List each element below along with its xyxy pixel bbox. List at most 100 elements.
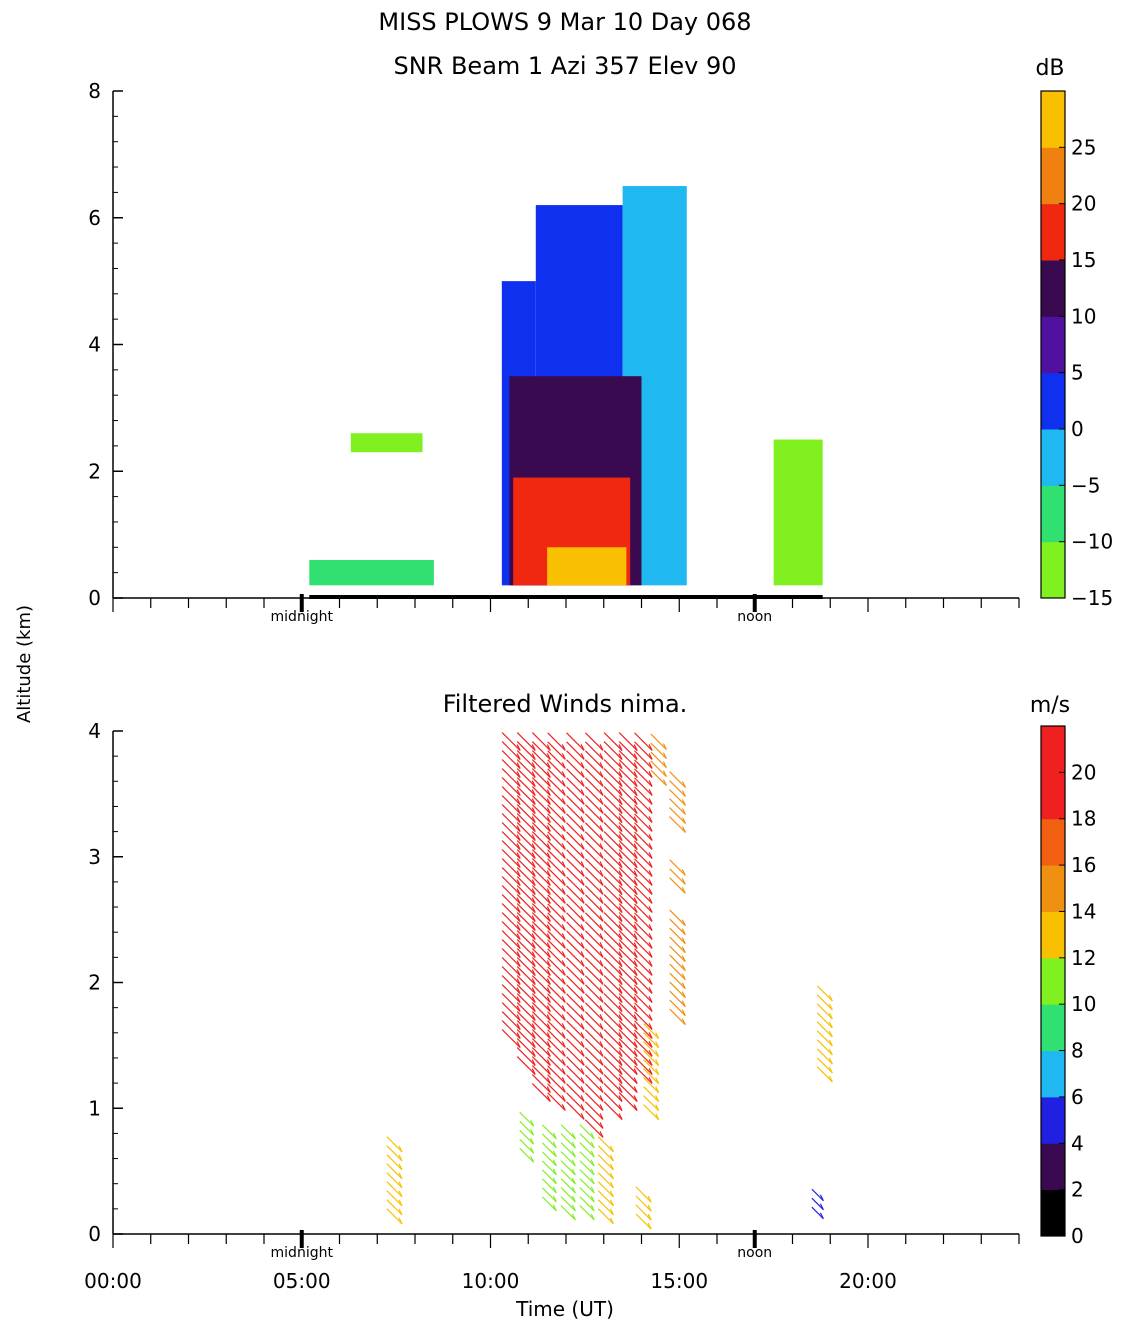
wind-barb-flag [599, 906, 604, 913]
wind-barb [501, 768, 521, 787]
wind-barb [634, 948, 653, 967]
wind-barb-flag [681, 887, 686, 894]
wind-barb [603, 768, 623, 787]
wind-barb [650, 769, 667, 787]
wind-barb-flag [609, 1145, 614, 1153]
wind-barb-flag [599, 996, 604, 1003]
wind-barb-flag [648, 1014, 653, 1021]
wind-barb [531, 840, 551, 859]
wind-barb-flag [580, 744, 585, 751]
wind-marker-noon [752, 1230, 757, 1248]
snr-colorbar-segment [1041, 203, 1065, 261]
wind-barb-flag [546, 744, 551, 751]
wind-barb-flag [828, 1075, 833, 1083]
wind-barb [547, 804, 566, 823]
wind-barb-flag [599, 978, 604, 985]
wind-barb [603, 1047, 623, 1066]
wind-barb [531, 1065, 551, 1084]
wind-barb [566, 903, 585, 922]
wind-barb [531, 1002, 551, 1021]
wind-barb-flag [516, 744, 521, 751]
wind-barb-flag [561, 1086, 566, 1093]
wind-barb-flag [599, 1086, 604, 1093]
wind-barb-flag [580, 996, 585, 1003]
wind-barb [547, 921, 566, 940]
snr-y-tick-label: 4 [88, 333, 101, 357]
wind-barb-flag [648, 780, 653, 787]
wind-barb [816, 985, 833, 1002]
wind-barb-flag [580, 780, 585, 787]
snr-marker-label: noon [737, 609, 772, 625]
wind-barb [501, 732, 521, 751]
wind-barb-flag [531, 915, 536, 922]
wind-barb-flag [531, 762, 536, 769]
wind-barb [519, 1120, 535, 1136]
wind-barb-flag [819, 1212, 824, 1220]
wind-barb [603, 1020, 623, 1039]
wind-barb [516, 732, 536, 751]
wind-barb [547, 894, 566, 913]
wind-barb [618, 759, 638, 778]
wind-barb-flag [828, 1030, 833, 1038]
wind-barb [547, 1011, 566, 1030]
wind-barb-flag [561, 753, 566, 760]
wind-barb [618, 1020, 638, 1039]
wind-barb-flag [590, 1213, 595, 1221]
wind-barb-flag [546, 870, 551, 877]
wind-barb-flag [828, 1021, 833, 1029]
wind-barb-flag [561, 798, 566, 805]
wind-barb [585, 1110, 604, 1129]
x-tick-label: 10:00 [462, 1269, 520, 1293]
wind-barb-flag [530, 1146, 535, 1154]
wind-barb [816, 1012, 833, 1029]
wind-barb [816, 1021, 833, 1038]
wind-barb-flag [618, 951, 623, 958]
wind-barb [531, 831, 551, 850]
wind-barb [634, 750, 653, 769]
wind-barb-flag [662, 752, 667, 759]
wind-barb [669, 936, 686, 954]
wind-barb [531, 813, 551, 832]
wind-barb [669, 771, 686, 788]
wind-barb-flag [647, 1195, 652, 1203]
wind-barb-flag [633, 1023, 638, 1030]
wind-barb-flag [516, 780, 521, 787]
wind-barb-flag [546, 1068, 551, 1075]
wind-barb-flag [633, 780, 638, 787]
wind-barb-flag [648, 852, 653, 859]
wind-barb [516, 741, 536, 760]
wind-barb-flag [681, 826, 686, 833]
wind-barb-flag [580, 771, 585, 778]
wind-colorbar-label: 6 [1071, 1085, 1084, 1109]
wind-barb-flag [546, 1023, 551, 1030]
wind-barb [603, 966, 623, 985]
wind-barb-flag [590, 1168, 595, 1176]
wind-barb [531, 966, 551, 985]
wind-barb [650, 760, 667, 778]
wind-barb-flag [531, 1023, 536, 1030]
snr-y-tick-label: 0 [88, 586, 101, 610]
wind-barb [603, 849, 623, 868]
wind-barb [585, 786, 604, 805]
wind-barb-flag [580, 843, 585, 850]
wind-barb [531, 948, 551, 967]
wind-barb [516, 894, 536, 913]
wind-barb-flag [590, 1159, 595, 1167]
wind-barb-flag [580, 1104, 585, 1111]
wind-barb-flag [546, 1050, 551, 1057]
wind-barb-flag [599, 861, 604, 868]
wind-barb [560, 1142, 576, 1158]
wind-barb [585, 912, 604, 931]
wind-barb-flag [648, 789, 653, 796]
wind-barb-flag [531, 1014, 536, 1021]
wind-barb-flag [599, 843, 604, 850]
wind-barb-flag [599, 1104, 604, 1111]
wind-barb [597, 1145, 614, 1162]
wind-barb-flag [647, 1222, 652, 1230]
wind-barb [501, 975, 521, 994]
snr-colorbar-segment [1041, 91, 1065, 148]
snr-colorbar-segment [1041, 147, 1065, 205]
wind-barb [585, 885, 604, 904]
wind-barb-flag [531, 753, 536, 760]
wind-barb-flag [516, 951, 521, 958]
